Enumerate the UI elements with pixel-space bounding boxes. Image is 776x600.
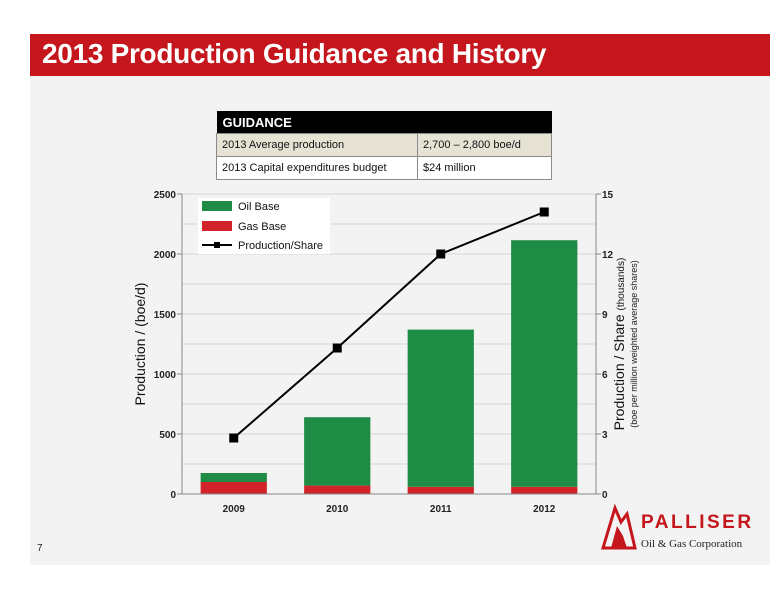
y-tick-label: 1000 <box>154 370 177 381</box>
production-share-point <box>332 343 342 353</box>
guidance-value: 2,700 – 2,800 boe/d <box>417 133 552 157</box>
y-tick-label: 2000 <box>154 250 177 261</box>
table-row: 2013 Capital expenditures budget $24 mil… <box>216 156 552 180</box>
y-axis-title: Production / (boe/d) <box>132 283 148 406</box>
bar-gas-base <box>511 486 578 494</box>
legend-swatch-marker <box>214 242 220 248</box>
guidance-label: 2013 Average production <box>216 133 418 157</box>
production-share-point <box>436 249 446 259</box>
y-tick-label: 2500 <box>154 190 177 201</box>
y-tick-label: 500 <box>159 430 176 441</box>
bar-gas-base <box>407 486 474 494</box>
legend-swatch-oil <box>202 201 232 211</box>
bar-oil-base <box>511 240 578 487</box>
x-tick-label: 2009 <box>223 504 246 515</box>
y2-axis-subtitle: (boe per million weighted average shares… <box>629 260 639 428</box>
palliser-logo: PALLISER Oil & Gas Corporation <box>597 504 751 560</box>
legend-label-oil: Oil Base <box>238 201 280 213</box>
production-share-point <box>539 207 549 217</box>
y2-tick-label: 0 <box>602 490 608 501</box>
production-share-line <box>233 211 545 439</box>
legend-swatch-gas <box>202 221 232 231</box>
y-tick-label: 1500 <box>154 310 177 321</box>
y-tick-label: 0 <box>170 490 176 501</box>
bar-oil-base <box>304 417 371 486</box>
guidance-label: 2013 Capital expenditures budget <box>216 156 418 180</box>
y2-axis-title-main: Production / Share <box>611 310 627 430</box>
bar-gas-base <box>200 482 267 494</box>
y2-tick-label: 15 <box>602 190 614 201</box>
flame-icon <box>600 504 637 550</box>
production-share-point <box>229 433 239 443</box>
table-row: 2013 Average production 2,700 – 2,800 bo… <box>216 133 552 157</box>
slide-title: 2013 Production Guidance and History <box>42 38 547 69</box>
bar-oil-base <box>407 329 474 487</box>
y2-axis-title: Production / Share (thousands) <box>611 258 627 431</box>
guidance-header: GUIDANCE <box>216 111 552 134</box>
legend-label-gas: Gas Base <box>238 221 286 233</box>
bar-gas-base <box>304 485 371 494</box>
page-number: 7 <box>37 543 43 554</box>
y2-tick-label: 9 <box>602 310 608 321</box>
legend-label-production: Production/Share <box>238 240 323 252</box>
guidance-value: $24 million <box>417 156 552 180</box>
y2-tick-label: 6 <box>602 370 608 381</box>
title-bar: 2013 Production Guidance and History <box>30 34 770 76</box>
y2-tick-label: 12 <box>602 250 614 261</box>
y2-tick-label: 3 <box>602 430 608 441</box>
y2-axis-title-unit: (thousands) <box>616 258 627 311</box>
logo-subtitle: Oil & Gas Corporation <box>641 538 743 550</box>
x-tick-label: 2010 <box>326 504 349 515</box>
x-tick-label: 2011 <box>430 504 452 515</box>
bar-oil-base <box>200 473 267 482</box>
logo-wordmark: PALLISER <box>641 512 754 533</box>
x-tick-label: 2012 <box>533 504 556 515</box>
guidance-table: GUIDANCE 2013 Average production 2,700 –… <box>216 111 552 180</box>
